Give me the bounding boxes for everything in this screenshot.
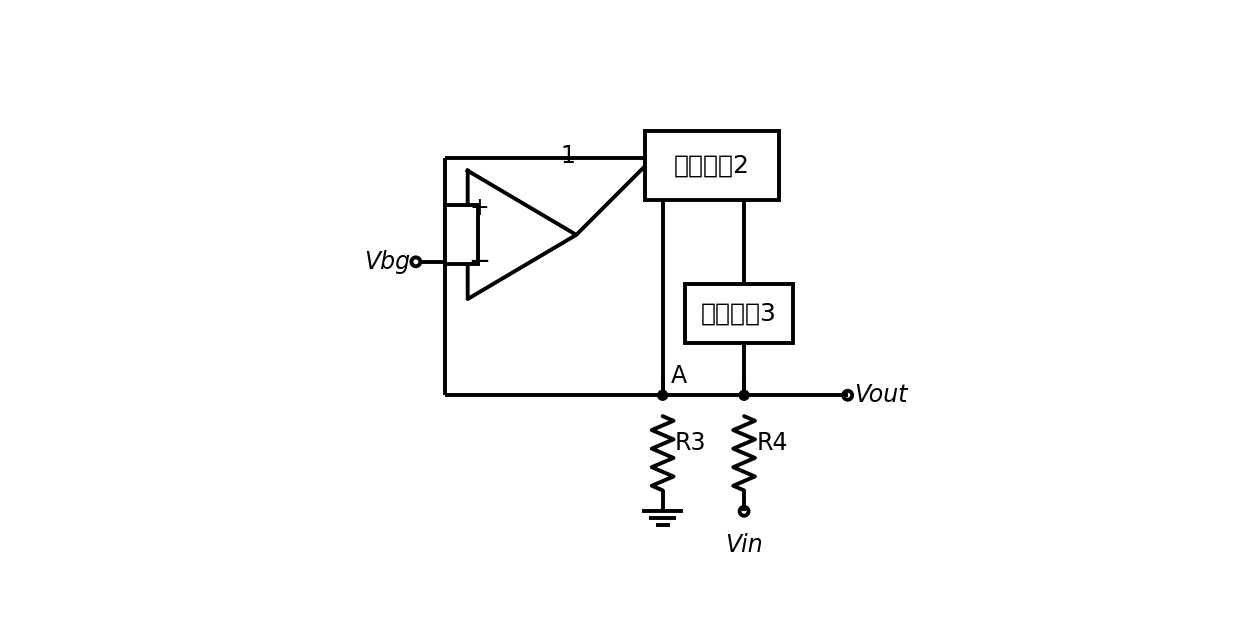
Bar (445, 205, 477, 265)
Text: Vbg: Vbg (363, 250, 410, 274)
Bar (645, 131, 779, 200)
Text: R3: R3 (675, 431, 707, 455)
Circle shape (739, 390, 749, 400)
Text: A: A (671, 364, 687, 388)
Text: −: − (469, 249, 491, 275)
Text: Vout: Vout (854, 383, 908, 407)
Text: 1: 1 (560, 144, 575, 168)
Circle shape (657, 390, 667, 400)
Text: 使能开儶3: 使能开儶3 (701, 302, 777, 326)
Bar (684, 284, 794, 344)
Text: Vin: Vin (725, 533, 763, 558)
Text: +: + (470, 196, 490, 220)
Text: R4: R4 (756, 431, 787, 455)
Text: 镜像电路2: 镜像电路2 (675, 154, 750, 178)
